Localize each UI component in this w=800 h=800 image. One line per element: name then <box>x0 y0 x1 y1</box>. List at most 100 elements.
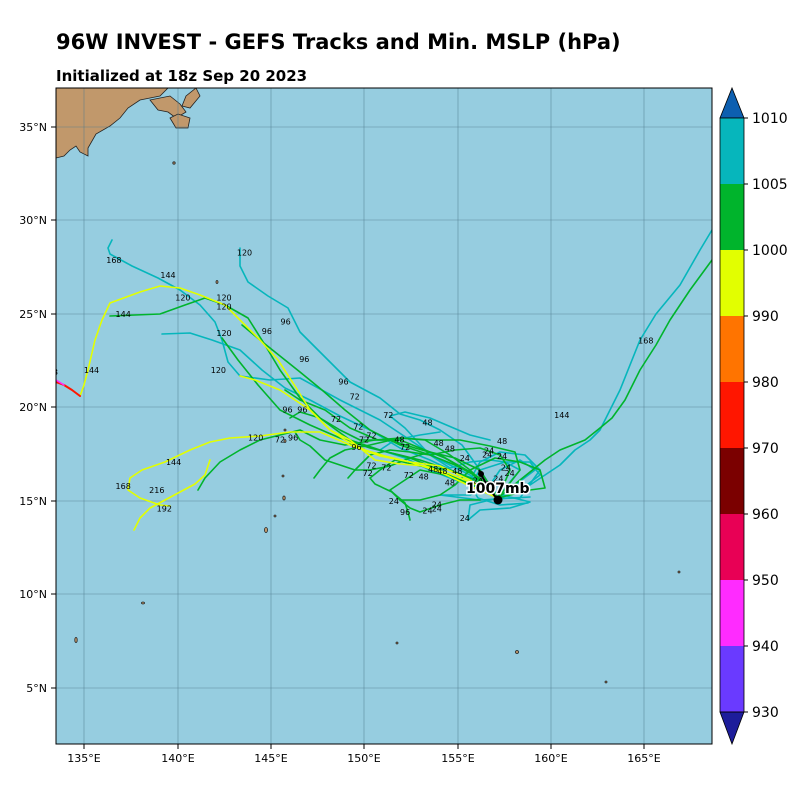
track-cyan-9 <box>497 229 712 499</box>
forecast-hour-label: 192 <box>157 505 172 514</box>
track-cyan-7 <box>469 451 541 499</box>
forecast-hour-label: 72 <box>353 422 363 431</box>
track-green-9 <box>369 459 499 521</box>
x-tick-150e: 150°E <box>347 752 380 765</box>
forecast-hour-label: 48 <box>419 473 429 482</box>
forecast-hour-label: 72 <box>363 469 373 478</box>
forecast-hour-label: 168 <box>116 482 131 491</box>
forecast-hour-label: 72 <box>366 462 376 471</box>
forecast-hour-label: 96 <box>338 377 348 386</box>
y-tick-20n: 20°N <box>19 401 47 414</box>
track-green-10 <box>497 259 712 499</box>
colorbar-bottom-arrow <box>719 711 745 746</box>
x-tick-135e: 135°E <box>67 752 100 765</box>
colorbar-band-960-970 <box>720 448 744 514</box>
forecast-hour-label: 48 <box>445 478 455 487</box>
track-green-2 <box>109 297 499 499</box>
ocean <box>56 88 712 744</box>
forecast-hour-label: 24 <box>484 447 494 456</box>
y-tick-15n: 15°N <box>19 495 47 508</box>
x-tick-165e: 165°E <box>627 752 660 765</box>
map-title: 96W INVEST - GEFS Tracks and Min. MSLP (… <box>56 30 621 54</box>
forecast-hour-label: 48 <box>452 467 462 476</box>
colorbar-band-970-980 <box>720 382 744 448</box>
forecast-hour-label: 72 <box>331 415 341 424</box>
forecast-hour-label: 72 <box>400 443 410 452</box>
forecast-hour-label: 96 <box>299 355 309 364</box>
colorbar-top-arrow <box>719 86 745 119</box>
forecast-hour-label: 120 <box>216 293 231 302</box>
forecast-hour-label: 24 <box>497 452 507 461</box>
colorbar-band-950-960 <box>720 514 744 580</box>
forecast-hour-label: 144 <box>160 271 175 280</box>
map-border <box>55 87 713 745</box>
track-yellow-4 <box>133 459 211 531</box>
forecast-hour-label: 96 <box>400 508 410 517</box>
forecast-hour-label: 48 <box>428 465 438 474</box>
x-tick-140e: 140°E <box>161 752 194 765</box>
forecast-hour-label: 168 <box>43 368 58 377</box>
forecast-hour-label: 72 <box>383 411 393 420</box>
forecast-hour-label: 48 <box>434 439 444 448</box>
forecast-hour-label: 24 <box>460 454 470 463</box>
forecast-hour-label: 72 <box>350 392 360 401</box>
forecast-hour-label: 24 <box>432 501 442 510</box>
forecast-hour-label: 144 <box>84 366 99 375</box>
storm-past-marker <box>478 471 484 477</box>
x-tick-145e: 145°E <box>254 752 287 765</box>
forecast-hour-label: 96 <box>288 434 298 443</box>
track-yellow-2 <box>79 285 499 499</box>
track-red-tail <box>56 381 81 397</box>
forecast-hour-label: 144 <box>554 411 569 420</box>
ensemble-tracks <box>56 229 712 531</box>
forecast-hour-label: 24 <box>460 514 470 523</box>
x-tick-155e: 155°E <box>441 752 474 765</box>
forecast-hour-label: 24 <box>493 475 503 484</box>
colorbar-label-960: 960 <box>752 507 779 523</box>
forecast-hour-label: 120 <box>175 293 190 302</box>
colorbar-band-930-940 <box>720 646 744 712</box>
x-axis: 135°E 140°E 145°E 150°E 155°E 160°E 165°… <box>67 744 661 765</box>
forecast-hour-label: 48 <box>497 437 507 446</box>
forecast-hour-label: 120 <box>216 303 231 312</box>
forecast-hour-label: 120 <box>237 249 252 258</box>
current-position: 1007mb <box>465 469 531 505</box>
forecast-hour-label: 120 <box>248 434 263 443</box>
track-magenta-tail <box>56 379 65 386</box>
forecast-hour-label: 120 <box>216 329 231 338</box>
colorbar-band-980-990 <box>720 316 744 382</box>
forecast-hour-label: 24 <box>432 505 442 514</box>
forecast-hour-label: 24 <box>501 463 511 472</box>
colorbar-band-1000-1005 <box>720 184 744 250</box>
colorbar-label-1005: 1005 <box>752 177 788 193</box>
y-tick-10n: 10°N <box>19 588 47 601</box>
map-subtitle: Initialized at 18z Sep 20 2023 <box>56 67 308 85</box>
forecast-hour-label: 144 <box>166 458 181 467</box>
forecast-hour-label: 72 <box>359 435 369 444</box>
forecast-hour-label: 96 <box>281 318 291 327</box>
y-tick-25n: 25°N <box>19 308 47 321</box>
forecast-hour-label: 72 <box>381 463 391 472</box>
forecast-hour-label: 24 <box>486 480 496 489</box>
track-yellow-3 <box>239 375 499 499</box>
forecast-hour-label: 48 <box>394 435 404 444</box>
islands <box>74 161 681 684</box>
track-green-13 <box>399 457 546 501</box>
colorbar-band-940-950 <box>720 580 744 646</box>
gridlines <box>56 88 712 744</box>
track-cyan-4 <box>469 461 541 506</box>
forecast-hour-label: 168 <box>106 256 121 265</box>
forecast-hour-label: 96 <box>297 406 307 415</box>
colorbar-label-980: 980 <box>752 375 779 391</box>
forecast-hour-label: 24 <box>422 506 432 515</box>
y-tick-5n: 5°N <box>26 682 47 695</box>
track-cyan-2 <box>107 239 499 499</box>
colorbar: 1010 1005 1000 990 980 970 960 950 940 9… <box>719 86 788 746</box>
colorbar-label-930: 930 <box>752 705 779 721</box>
forecast-hour-label: 24 <box>482 450 492 459</box>
colorbar-frame <box>719 117 745 713</box>
forecast-hour-label: 216 <box>149 486 164 495</box>
x-tick-160e: 160°E <box>534 752 567 765</box>
